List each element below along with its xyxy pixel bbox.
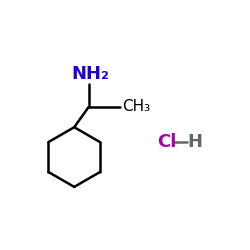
Text: CH₃: CH₃ — [122, 98, 150, 114]
Text: Cl: Cl — [157, 133, 176, 151]
Text: H: H — [187, 133, 202, 151]
Text: NH₂: NH₂ — [72, 65, 110, 83]
